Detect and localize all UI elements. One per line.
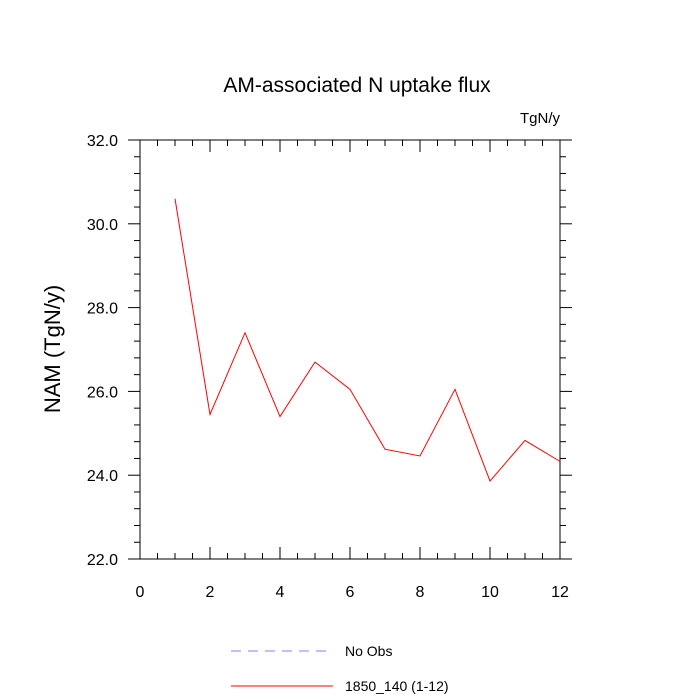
y-tick-label: 30.0: [87, 217, 118, 234]
x-tick-label: 0: [136, 584, 145, 601]
x-tick-label: 4: [276, 584, 285, 601]
legend: No Obs 1850_140 (1-12): [231, 643, 449, 694]
y-tick-label: 32.0: [87, 133, 118, 150]
x-tick-label: 10: [481, 584, 499, 601]
chart-title: AM-associated N uptake flux: [223, 74, 491, 97]
units-label: TgN/y: [520, 110, 561, 127]
y-tick-label: 22.0: [87, 552, 118, 569]
series-line: [174, 198, 561, 483]
y-axis-label: NAM (TgN/y): [40, 285, 65, 413]
legend-entry: No Obs: [345, 643, 392, 659]
y-tick-label: 28.0: [87, 301, 118, 318]
x-tick-label: 2: [206, 584, 215, 601]
x-tick-label: 6: [346, 584, 355, 601]
x-tick-label: 12: [551, 584, 569, 601]
y-tick-label: 26.0: [87, 384, 118, 401]
y-tick-label: 24.0: [87, 468, 118, 485]
legend-entry: 1850_140 (1-12): [345, 678, 449, 694]
x-tick-label: 8: [416, 584, 425, 601]
plot-frame: [139, 139, 561, 560]
